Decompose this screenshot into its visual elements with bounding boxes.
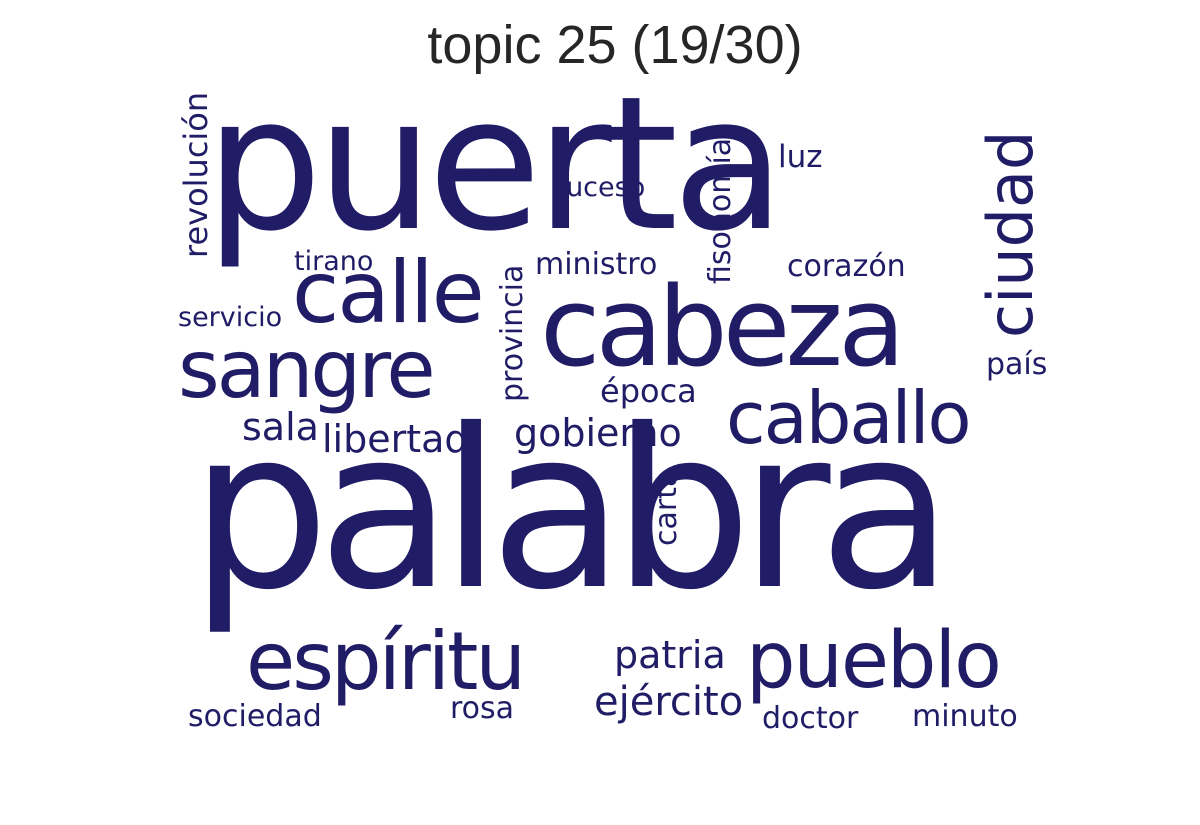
word-calle: calle: [292, 243, 485, 343]
word-libertad: libertad: [322, 417, 469, 461]
word-suceso: suceso: [552, 172, 646, 203]
word-sociedad: sociedad: [188, 699, 322, 734]
word-puerta: puerta: [205, 56, 785, 272]
word-revolucion: revolución: [177, 91, 215, 258]
word-gobierno: gobierno: [514, 411, 682, 455]
word-doctor: doctor: [762, 701, 859, 736]
word-sala: sala: [242, 405, 319, 449]
word-palabra: palabra: [190, 382, 953, 638]
word-fisonomia: fisonomía: [703, 137, 738, 284]
word-caballo: caballo: [726, 376, 972, 460]
word-corazon: corazón: [787, 249, 906, 284]
word-servicio: servicio: [178, 302, 283, 333]
word-ejercito: ejército: [594, 679, 744, 725]
word-minuto: minuto: [912, 699, 1018, 734]
chart-title: topic 25 (19/30): [427, 15, 803, 75]
word-provincia: provincia: [495, 264, 530, 402]
word-epoca: época: [600, 372, 697, 410]
word-cabeza: cabeza: [540, 263, 906, 391]
word-patria: patria: [614, 633, 726, 677]
word-ministro: ministro: [535, 247, 658, 282]
word-sangre: sangre: [178, 323, 436, 416]
word-pais: país: [986, 347, 1048, 382]
word-espiritu: espíritu: [246, 615, 526, 708]
word-tirano: tirano: [294, 246, 374, 277]
word-rosa: rosa: [450, 691, 515, 726]
word-pueblo: pueblo: [746, 616, 1002, 706]
word-ciudad: ciudad: [974, 130, 1047, 338]
word-luz: luz: [778, 139, 823, 175]
word-carta: carta: [649, 468, 684, 546]
